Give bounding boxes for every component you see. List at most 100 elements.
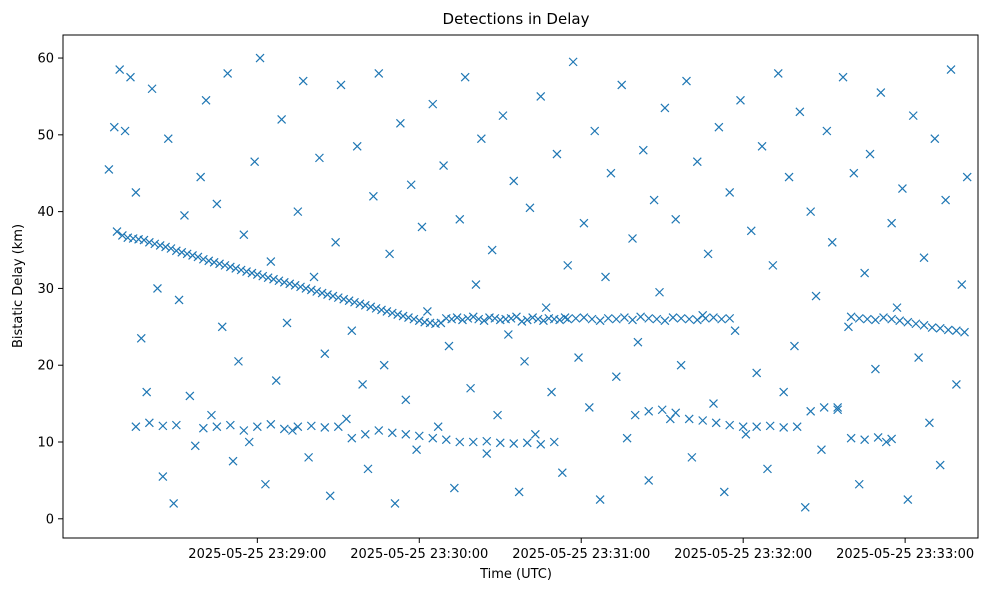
data-point xyxy=(360,300,370,310)
data-point xyxy=(741,429,751,439)
data-point xyxy=(271,376,281,385)
data-point xyxy=(668,313,678,323)
data-point xyxy=(166,244,176,253)
data-point xyxy=(177,247,187,257)
data-point xyxy=(665,414,675,424)
data-point xyxy=(790,341,799,351)
data-point xyxy=(946,65,956,74)
chart-title: Detections in Delay xyxy=(443,10,590,28)
data-point xyxy=(401,395,411,405)
data-point xyxy=(951,379,961,389)
data-point xyxy=(833,403,843,412)
data-point xyxy=(314,153,324,163)
data-point xyxy=(401,429,411,439)
data-point xyxy=(746,226,756,236)
x-axis: 2025-05-25 23:29:00 2025-05-25 23:30:00 20… xyxy=(188,538,974,562)
data-point xyxy=(447,314,457,324)
data-point xyxy=(617,80,627,90)
data-point xyxy=(795,107,805,117)
data-point xyxy=(444,341,454,351)
data-point xyxy=(417,222,427,232)
data-point xyxy=(239,426,249,435)
data-point xyxy=(306,421,316,431)
data-point xyxy=(352,141,362,151)
data-point xyxy=(846,433,856,443)
data-point xyxy=(568,57,578,67)
data-point xyxy=(306,285,316,295)
data-point xyxy=(819,403,829,412)
data-point xyxy=(630,410,640,420)
data-point xyxy=(379,360,389,370)
data-point xyxy=(409,314,419,324)
data-point xyxy=(800,502,810,512)
data-point xyxy=(193,252,203,262)
data-point xyxy=(873,432,883,442)
data-point xyxy=(482,449,492,458)
data-point xyxy=(622,433,632,443)
data-point xyxy=(579,313,589,323)
x-tick-label: 2025-05-25 23:30:00 xyxy=(350,547,488,562)
data-point xyxy=(738,422,748,432)
data-point xyxy=(482,436,492,446)
data-point xyxy=(792,422,802,432)
data-point xyxy=(395,118,405,128)
data-point xyxy=(779,422,789,432)
y-tick-label: 30 xyxy=(37,282,54,297)
data-point xyxy=(225,420,235,430)
data-point xyxy=(846,312,856,322)
data-point xyxy=(628,315,637,325)
data-point xyxy=(579,218,589,228)
data-point xyxy=(951,326,961,336)
data-point xyxy=(476,134,486,144)
data-point xyxy=(773,68,783,78)
data-point xyxy=(865,149,875,159)
data-point xyxy=(136,333,146,343)
data-point xyxy=(539,316,548,326)
data-point xyxy=(887,434,897,444)
data-point xyxy=(471,280,481,290)
data-point xyxy=(676,360,686,370)
y-tick-label: 20 xyxy=(37,359,54,374)
data-point xyxy=(514,487,524,497)
data-point xyxy=(234,356,243,366)
x-axis-label: Time (UTC) xyxy=(479,567,552,582)
data-point xyxy=(584,403,594,412)
data-point xyxy=(117,231,127,240)
data-point xyxy=(109,122,119,132)
data-point xyxy=(730,326,740,336)
data-point xyxy=(293,207,303,217)
data-point xyxy=(854,479,864,489)
data-point xyxy=(460,72,470,82)
data-point xyxy=(717,314,727,324)
data-point xyxy=(158,421,168,431)
data-point xyxy=(374,68,384,78)
data-point xyxy=(854,313,864,323)
data-point xyxy=(768,260,778,270)
data-point xyxy=(277,115,287,124)
data-point xyxy=(144,418,154,428)
data-point xyxy=(849,168,859,178)
data-point xyxy=(871,364,880,374)
data-point xyxy=(887,218,897,228)
data-point xyxy=(309,272,319,282)
data-point xyxy=(763,464,772,474)
data-point xyxy=(153,283,162,293)
data-point xyxy=(236,265,246,275)
data-point xyxy=(649,195,659,205)
data-point xyxy=(112,227,122,237)
data-point xyxy=(911,319,921,329)
data-point xyxy=(212,199,222,209)
data-point xyxy=(644,475,654,485)
data-point xyxy=(207,410,216,420)
data-point xyxy=(252,270,262,280)
data-point xyxy=(736,95,745,105)
data-point xyxy=(541,303,551,313)
data-point xyxy=(714,122,724,132)
data-point xyxy=(323,290,332,299)
data-point xyxy=(636,312,646,322)
data-point xyxy=(725,188,735,197)
data-point xyxy=(935,460,945,470)
data-point xyxy=(533,314,543,324)
data-point xyxy=(344,296,354,306)
data-point xyxy=(204,256,214,266)
